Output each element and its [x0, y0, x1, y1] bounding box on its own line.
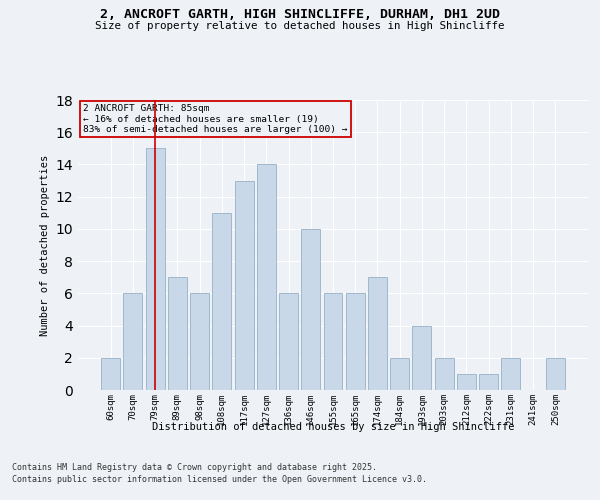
Bar — [502, 358, 520, 390]
Bar — [235, 180, 254, 390]
Y-axis label: Number of detached properties: Number of detached properties — [40, 154, 50, 336]
Bar — [146, 148, 164, 390]
Bar — [457, 374, 476, 390]
Text: Size of property relative to detached houses in High Shincliffe: Size of property relative to detached ho… — [95, 21, 505, 31]
Text: Contains public sector information licensed under the Open Government Licence v3: Contains public sector information licen… — [12, 474, 427, 484]
Bar — [168, 277, 187, 390]
Bar — [546, 358, 565, 390]
Text: Distribution of detached houses by size in High Shincliffe: Distribution of detached houses by size … — [152, 422, 514, 432]
Bar — [212, 213, 231, 390]
Bar — [101, 358, 120, 390]
Bar — [301, 229, 320, 390]
Text: 2 ANCROFT GARTH: 85sqm
← 16% of detached houses are smaller (19)
83% of semi-det: 2 ANCROFT GARTH: 85sqm ← 16% of detached… — [83, 104, 347, 134]
Text: Contains HM Land Registry data © Crown copyright and database right 2025.: Contains HM Land Registry data © Crown c… — [12, 464, 377, 472]
Bar — [390, 358, 409, 390]
Text: 2, ANCROFT GARTH, HIGH SHINCLIFFE, DURHAM, DH1 2UD: 2, ANCROFT GARTH, HIGH SHINCLIFFE, DURHA… — [100, 8, 500, 20]
Bar — [257, 164, 276, 390]
Bar — [346, 294, 365, 390]
Bar — [323, 294, 343, 390]
Bar — [412, 326, 431, 390]
Bar — [368, 277, 387, 390]
Bar — [279, 294, 298, 390]
Bar — [124, 294, 142, 390]
Bar — [190, 294, 209, 390]
Bar — [435, 358, 454, 390]
Bar — [479, 374, 498, 390]
